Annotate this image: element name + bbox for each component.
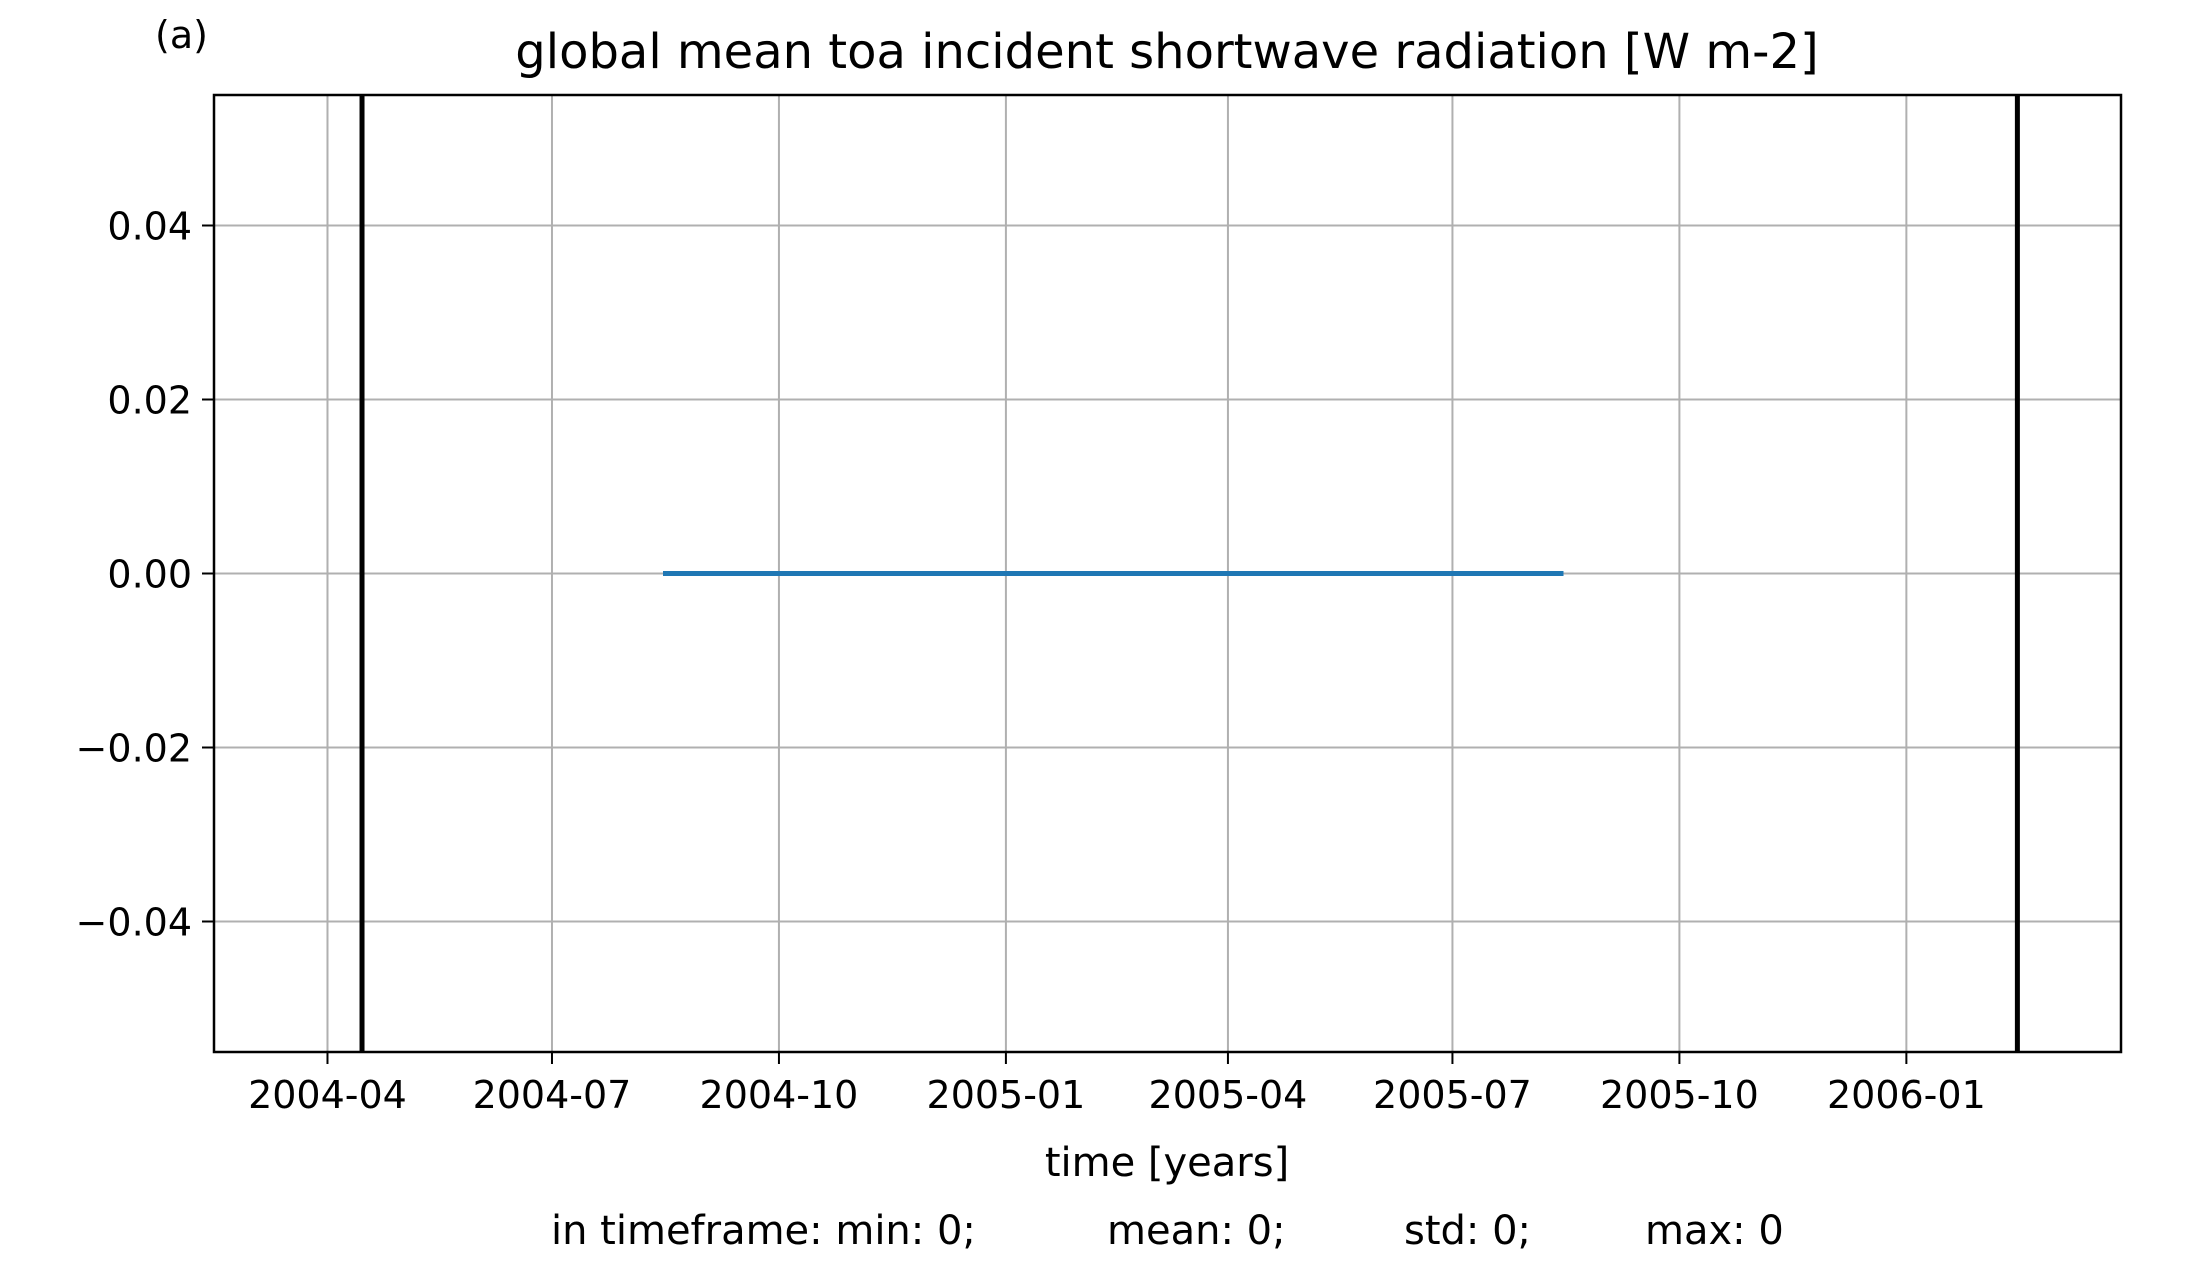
x-tick-label: 2005-10 — [1600, 1073, 1759, 1117]
axis-ticks: 2004-04 2004-07 2004-10 2005-01 2005-04 2005-… — [76, 205, 1986, 1118]
x-tick-label: 2005-01 — [927, 1073, 1086, 1117]
panel-label: (a) — [155, 13, 208, 57]
chart-title: global mean toa incident shortwave radia… — [515, 24, 1818, 80]
stat-max: max: 0 — [1645, 1208, 1784, 1254]
x-tick-label: 2004-07 — [473, 1073, 632, 1117]
x-tick-label: 2004-10 — [700, 1073, 859, 1117]
x-axis-label: time [years] — [1045, 1140, 1289, 1186]
stat-std: std: 0; — [1404, 1208, 1532, 1254]
x-tick-label: 2004-04 — [248, 1073, 407, 1117]
y-tick-label: 0.02 — [107, 379, 192, 423]
y-tick-label: −0.04 — [76, 901, 192, 945]
y-tick-label: 0.04 — [107, 205, 192, 249]
stat-mean: mean: 0; — [1107, 1208, 1286, 1254]
timeframe-markers — [359, 95, 2020, 1052]
x-tick-label: 2005-07 — [1373, 1073, 1532, 1117]
x-tick-label: 2005-04 — [1149, 1073, 1308, 1117]
y-tick-label: −0.02 — [76, 727, 192, 771]
stat-min: in timeframe: min: 0; — [551, 1208, 976, 1254]
x-tick-label: 2006-01 — [1827, 1073, 1986, 1117]
y-tick-label: 0.00 — [107, 553, 192, 597]
